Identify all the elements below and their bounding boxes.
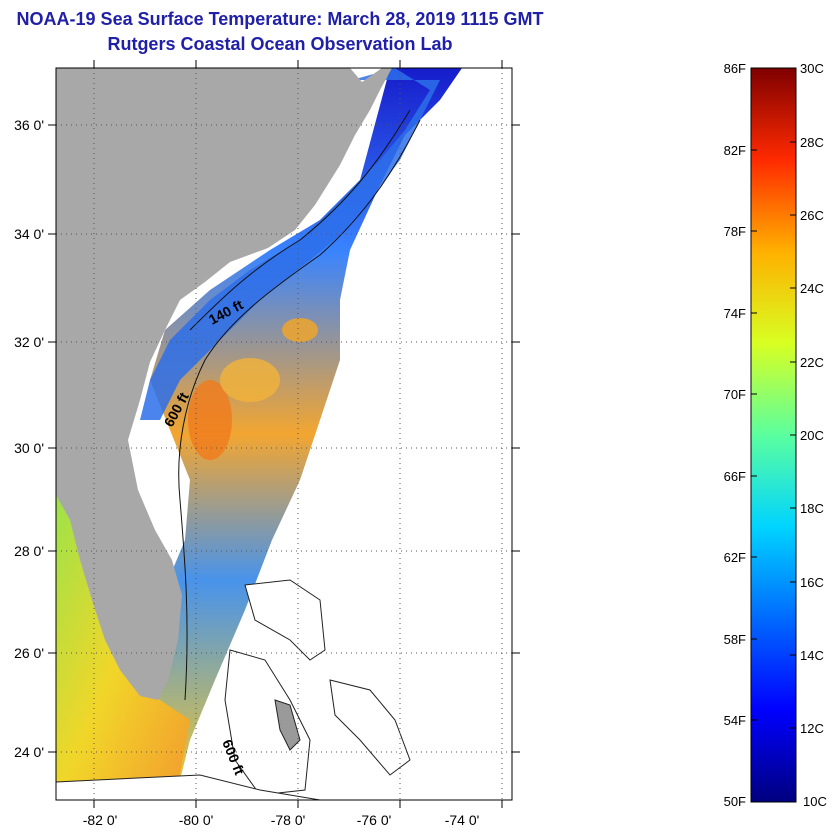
fahrenheit-label: 54F [724, 713, 746, 728]
colorbar-celsius-labels: 30C 28C 26C 24C 22C 20C 18C 16C 14C 12C … [800, 61, 827, 809]
celsius-label: 22C [800, 355, 824, 370]
fahrenheit-label: 82F [724, 143, 746, 158]
map-plot: 140 ft 600 ft 600 ft [56, 68, 512, 800]
celsius-label: 26C [800, 208, 824, 223]
lon-label: -78 0' [271, 812, 306, 828]
celsius-label: 14C [800, 648, 824, 663]
map-title: NOAA-19 Sea Surface Temperature: March 2… [16, 9, 544, 29]
celsius-label: 10C [803, 794, 827, 809]
bahamas-bank [329, 679, 411, 776]
fahrenheit-label: 86F [724, 61, 746, 76]
bahamas-bank [224, 649, 311, 796]
sst-warm-patch [220, 358, 280, 402]
sst-warm-patch [282, 318, 318, 342]
map-subtitle: Rutgers Coastal Ocean Observation Lab [107, 34, 453, 54]
fahrenheit-label: 70F [724, 387, 746, 402]
temperature-colorbar: 86F 82F 78F 74F 70F 66F 62F 58F 54F 50F … [724, 61, 827, 809]
lon-label: -74 0' [445, 812, 480, 828]
fahrenheit-label: 62F [724, 550, 746, 565]
fahrenheit-label: 74F [724, 306, 746, 321]
lon-label: -82 0' [83, 812, 118, 828]
lat-label: 28 0' [14, 543, 44, 559]
fahrenheit-label: 58F [724, 632, 746, 647]
lat-labels: 36 0' 34 0' 32 0' 30 0' 28 0' 26 0' 24 0… [14, 117, 44, 760]
depth-contour-140ft [189, 109, 411, 331]
celsius-label: 28C [800, 135, 824, 150]
lon-label: -80 0' [179, 812, 214, 828]
colorbar-gradient [750, 67, 797, 803]
sst-nearshore-cool-band [140, 68, 440, 420]
plot-frame [55, 67, 513, 801]
colorbar-fahrenheit-labels: 86F 82F 78F 74F 70F 66F 62F 58F 54F 50F [724, 61, 746, 809]
lat-label: 34 0' [14, 226, 44, 242]
depth-contour-600ft [178, 119, 421, 701]
bahamas-bank [244, 579, 326, 661]
lat-lon-grid [56, 68, 512, 800]
celsius-label: 18C [800, 501, 824, 516]
lat-label: 30 0' [14, 440, 44, 456]
celsius-label: 12C [800, 721, 824, 736]
colorbar-ticks [751, 141, 796, 729]
lat-label: 24 0' [14, 744, 44, 760]
cuba-edge [56, 774, 321, 800]
lon-label: -76 0' [357, 812, 392, 828]
fahrenheit-label: 78F [724, 224, 746, 239]
celsius-label: 16C [800, 575, 824, 590]
axis-ticks [48, 60, 520, 808]
bahamas-island [274, 699, 301, 751]
sst-warm-patch [188, 380, 232, 460]
lat-label: 26 0' [14, 645, 44, 661]
lat-label: 32 0' [14, 334, 44, 350]
fahrenheit-label: 66F [724, 469, 746, 484]
fahrenheit-label: 50F [724, 794, 746, 809]
lat-label: 36 0' [14, 117, 44, 133]
celsius-label: 24C [800, 281, 824, 296]
celsius-label: 20C [800, 428, 824, 443]
celsius-label: 30C [800, 61, 824, 76]
lon-labels: -82 0' -80 0' -78 0' -76 0' -74 0' [83, 812, 480, 828]
land-mainland [56, 68, 392, 700]
